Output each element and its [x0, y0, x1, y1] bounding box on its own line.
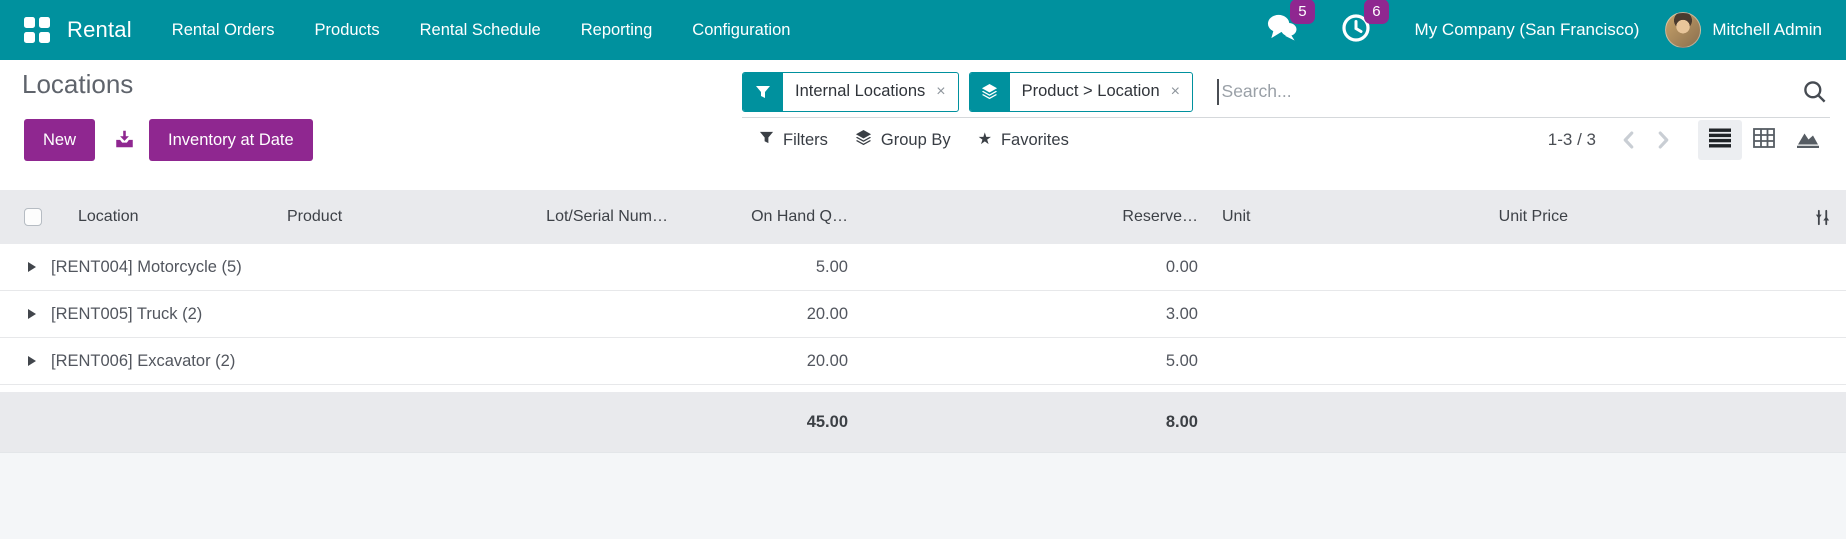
group-by-button[interactable]: Group By: [855, 129, 951, 151]
group-header-cell: [RENT004] Motorcycle (5): [0, 258, 500, 277]
cell-on-hand: 5.00: [815, 257, 848, 276]
layers-icon: [855, 129, 872, 151]
column-header-on-hand[interactable]: On Hand Q…: [751, 208, 848, 225]
export-button[interactable]: [113, 128, 136, 153]
totals-row: 45.00 8.00: [0, 392, 1846, 452]
layers-icon: [969, 72, 1010, 111]
group-header-cell: [RENT006] Excavator (2): [0, 352, 500, 371]
table-row[interactable]: [RENT005] Truck (2) 20.00 3.00: [0, 291, 1846, 338]
optional-columns-icon[interactable]: [1813, 208, 1832, 227]
cell-reserved: 0.00: [1165, 257, 1198, 276]
app-brand[interactable]: Rental: [67, 17, 132, 42]
facet-remove-button[interactable]: ×: [936, 82, 946, 100]
favorites-button[interactable]: ★ Favorites: [978, 131, 1069, 150]
view-switcher: [1698, 120, 1830, 160]
control-panel: Locations Internal Locations × Product >…: [0, 60, 1846, 190]
header-checkbox-cell: [0, 208, 60, 226]
page-title: Locations: [22, 69, 134, 99]
table-row[interactable]: [RENT004] Motorcycle (5) 5.00 0.00: [0, 244, 1846, 291]
search-facet-internal-locations: Internal Locations ×: [742, 71, 959, 112]
messages-button[interactable]: 5: [1266, 0, 1315, 47]
cell-reserved: 5.00: [1165, 351, 1198, 370]
favorites-label: Favorites: [1000, 130, 1069, 149]
nav-item-rental-schedule[interactable]: Rental Schedule: [419, 20, 541, 39]
group-label: [RENT004] Motorcycle (5): [51, 257, 242, 276]
column-header-location[interactable]: Location: [78, 208, 139, 225]
column-header-reserved[interactable]: Reserve…: [1122, 208, 1198, 225]
column-header-unit-price[interactable]: Unit Price: [1498, 208, 1568, 225]
top-navbar: Rental Rental Orders Products Rental Sch…: [0, 0, 1846, 60]
cell-on-hand: 20.00: [806, 304, 848, 323]
page-background: [0, 452, 1846, 539]
inventory-at-date-button[interactable]: Inventory at Date: [149, 119, 313, 161]
chat-bubbles-icon: [1266, 13, 1297, 47]
expand-caret-icon[interactable]: [28, 262, 36, 272]
messages-badge: 5: [1290, 0, 1315, 24]
nav-item-reporting[interactable]: Reporting: [580, 20, 653, 39]
group-header-cell: [RENT005] Truck (2): [0, 305, 500, 324]
facet-label: Internal Locations: [795, 82, 926, 100]
nav-item-configuration[interactable]: Configuration: [692, 20, 791, 39]
filters-label: Filters: [783, 130, 828, 149]
pivot-view-button[interactable]: [1742, 120, 1786, 160]
pager-next-button[interactable]: [1657, 130, 1670, 150]
nav-menu: Rental Orders Products Rental Schedule R…: [170, 17, 793, 44]
search-area: [1217, 78, 1793, 105]
new-button[interactable]: New: [24, 119, 96, 161]
cell-reserved: 3.00: [1165, 304, 1198, 323]
text-cursor: [1217, 78, 1219, 105]
area-chart-icon: [1796, 128, 1820, 153]
pivot-table-icon: [1753, 127, 1775, 153]
search-facet-groupby-location: Product > Location ×: [968, 71, 1194, 112]
nav-item-rental-orders[interactable]: Rental Orders: [171, 20, 275, 39]
star-icon: ★: [977, 131, 992, 148]
action-buttons: New Inventory at Date: [24, 119, 313, 161]
list-view-button[interactable]: [1698, 120, 1742, 160]
apps-menu-icon[interactable]: [24, 17, 50, 43]
totals-on-hand: 45.00: [806, 412, 848, 431]
header-options-cell: [1790, 208, 1846, 227]
download-icon: [113, 128, 136, 153]
company-switcher[interactable]: My Company (San Francisco): [1414, 20, 1640, 39]
totals-reserved: 8.00: [1165, 412, 1198, 431]
table-footer-gap: [0, 385, 1846, 392]
pager-previous-button[interactable]: [1622, 130, 1635, 150]
select-all-checkbox[interactable]: [24, 208, 42, 226]
search-bar: Internal Locations × Product > Location …: [742, 66, 1830, 118]
pager-range: 1-3 / 3: [1547, 130, 1596, 149]
facet-label: Product > Location: [1021, 82, 1160, 100]
table-row[interactable]: [RENT006] Excavator (2) 20.00 5.00: [0, 338, 1846, 385]
table-header-row: Location Product Lot/Serial Num… On Hand…: [0, 190, 1846, 244]
filter-icon: [759, 130, 774, 150]
cell-on-hand: 20.00: [806, 351, 848, 370]
filter-icon: [743, 72, 783, 111]
expand-caret-icon[interactable]: [28, 309, 36, 319]
search-input[interactable]: [1218, 81, 1793, 102]
activities-badge: 6: [1364, 0, 1389, 24]
column-header-product[interactable]: Product: [287, 208, 343, 225]
locations-list: Location Product Lot/Serial Num… On Hand…: [0, 190, 1846, 539]
search-options-row: Filters Group By ★ Favorites 1-3 / 3: [759, 119, 1830, 161]
column-header-unit[interactable]: Unit: [1222, 208, 1251, 225]
list-icon: [1709, 128, 1731, 153]
activities-button[interactable]: 6: [1341, 0, 1389, 48]
pager: 1-3 / 3: [1548, 130, 1670, 150]
group-label: [RENT005] Truck (2): [51, 304, 203, 323]
user-menu[interactable]: Mitchell Admin: [1712, 20, 1822, 39]
search-icon[interactable]: [1801, 78, 1828, 105]
filters-button[interactable]: Filters: [759, 130, 828, 150]
graph-view-button[interactable]: [1786, 120, 1830, 160]
group-label: [RENT006] Excavator (2): [51, 351, 236, 370]
clock-icon: [1341, 13, 1371, 48]
pager-controls: [1622, 130, 1670, 150]
column-header-lot-serial[interactable]: Lot/Serial Num…: [546, 208, 668, 225]
expand-caret-icon[interactable]: [28, 356, 36, 366]
user-avatar[interactable]: [1665, 12, 1702, 48]
group-by-label: Group By: [880, 130, 951, 149]
facet-remove-button[interactable]: ×: [1170, 82, 1181, 100]
navbar-right: 5 6 My Company (San Francisco) Mitchell …: [1266, 0, 1822, 48]
nav-item-products[interactable]: Products: [314, 20, 380, 39]
